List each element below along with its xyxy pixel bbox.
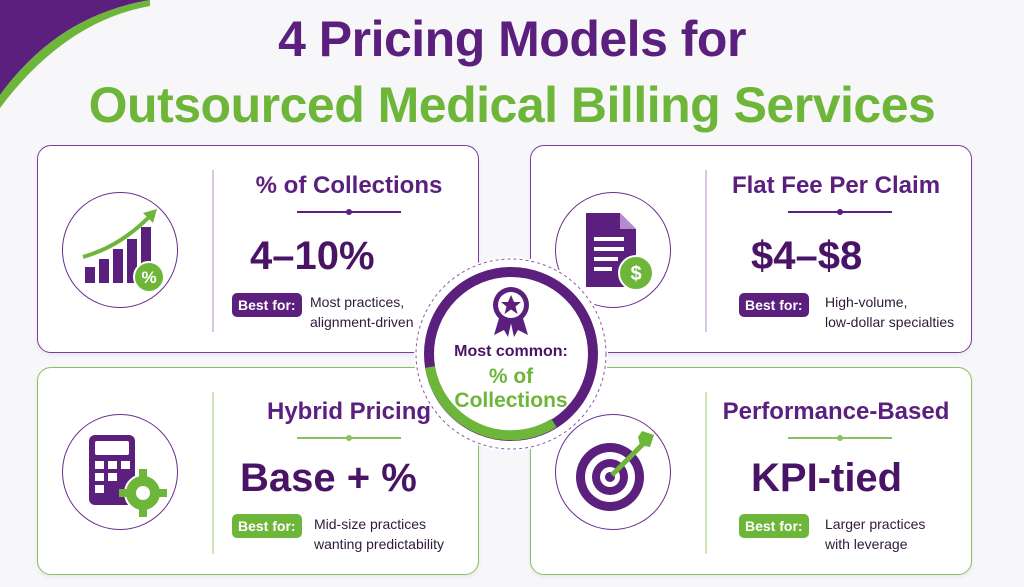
card-title: Flat Fee Per Claim xyxy=(731,172,941,199)
page-title-line1: 4 Pricing Models for xyxy=(278,11,746,67)
best-for-badge: Best for: xyxy=(232,293,302,317)
card-title: % of Collections xyxy=(255,172,443,199)
svg-text:$: $ xyxy=(630,263,641,285)
svg-text:%: % xyxy=(141,268,156,287)
growth-chart-percent-icon: % xyxy=(62,192,178,308)
card-percent-of-collections: % % of Collections 4–10% Best for: Most … xyxy=(37,145,479,353)
title-rule xyxy=(788,435,892,441)
card-divider xyxy=(212,392,214,554)
card-value: Base + % xyxy=(240,456,417,500)
page-title-line2: Outsourced Medical Billing Services xyxy=(88,77,936,133)
card-title: Performance-Based xyxy=(722,398,950,425)
target-arrow-icon xyxy=(555,414,671,530)
best-for-badge: Best for: xyxy=(232,514,302,538)
title-rule xyxy=(297,435,401,441)
best-for-badge: Best for: xyxy=(739,293,809,317)
card-flat-fee-per-claim: $ Flat Fee Per Claim $4–$8 Best for: Hig… xyxy=(530,145,972,353)
most-common-value: % of Collections xyxy=(454,365,568,412)
most-common-label: Most common: xyxy=(454,343,568,360)
best-for-text: Larger practices with leverage xyxy=(825,516,926,552)
card-performance-based: Performance-Based KPI-tied Best for: Lar… xyxy=(530,367,972,575)
best-for-text: Mid-size practices wanting predictabilit… xyxy=(314,516,444,552)
best-for-text: Most practices, alignment-driven xyxy=(310,294,414,330)
title-rule xyxy=(788,209,892,215)
card-hybrid-pricing: Hybrid Pricing Base + % Best for: Mid-si… xyxy=(37,367,479,575)
award-ribbon-icon xyxy=(493,287,529,337)
best-for-text: High-volume, low-dollar specialties xyxy=(825,294,955,330)
title-rule xyxy=(297,209,401,215)
best-for-badge: Best for: xyxy=(739,514,809,538)
most-common-badge: Most common: % of Collections xyxy=(414,257,608,451)
corner-swoosh-decoration xyxy=(0,0,150,108)
card-divider xyxy=(212,170,214,332)
calculator-gear-icon xyxy=(62,414,178,530)
card-value: 4–10% xyxy=(250,234,375,278)
card-title: Hybrid Pricing xyxy=(266,398,432,425)
card-divider xyxy=(705,170,707,332)
card-value: KPI-tied xyxy=(751,456,903,500)
card-divider xyxy=(705,392,707,554)
card-value: $4–$8 xyxy=(751,234,863,278)
document-dollar-icon: $ xyxy=(555,192,671,308)
